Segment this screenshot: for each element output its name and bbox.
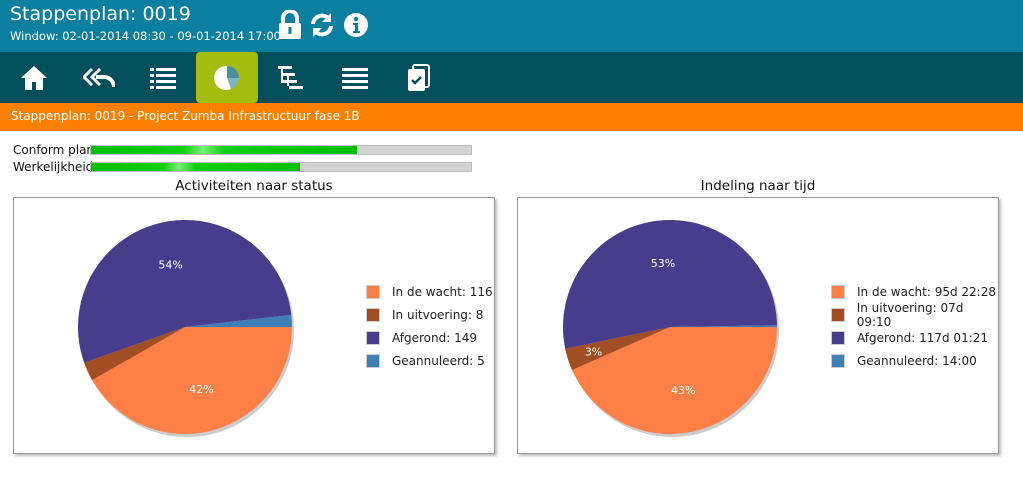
pie-slice-afgerond[interactable] (563, 220, 777, 349)
chart-panel-status: 42% 54% In de wacht: 116 In uitvoering: 8 A… (13, 197, 495, 454)
legend-swatch (366, 284, 380, 299)
legend-swatch (366, 307, 380, 322)
data-label: 53% (651, 257, 675, 270)
pie-slice-in-de-wacht[interactable] (92, 327, 293, 434)
legend-swatch (366, 330, 380, 345)
legend-label: In uitvoering: 07d 09:10 (856, 300, 964, 329)
menu-icon (342, 67, 368, 89)
legend-label: Geannuleerd: 5 (392, 353, 485, 368)
progress-label: Conform plan (13, 143, 95, 157)
legend-label: Afgerond: 117d 01:21 (857, 330, 989, 345)
legend-item: In uitvoering: 8 (366, 303, 493, 326)
pie-chart: 42% 54% (78, 219, 294, 437)
nav-checklist[interactable] (388, 52, 450, 103)
refresh-icon[interactable] (308, 10, 336, 40)
pie-slice-in-de-wacht[interactable] (572, 327, 777, 434)
chart-panel-time: 43% 3% 53% In de wacht: 95d 22:28 In uitvoe… (517, 197, 999, 454)
legend-item: Afgerond: 117d 01:21 (831, 326, 998, 349)
progress-werkelijkheid (90, 162, 472, 172)
nav-toolbar (0, 52, 1023, 103)
nav-tree[interactable] (260, 52, 322, 103)
legend-label: Afgerond: 149 (392, 330, 478, 345)
legend-item: In de wacht: 95d 22:28 (831, 280, 998, 303)
info-icon[interactable] (342, 10, 370, 40)
nav-home[interactable] (3, 52, 65, 103)
checklist-icon (408, 63, 430, 91)
pie-slice-in-uitvoering[interactable] (84, 327, 185, 381)
chart-title: Activiteiten naar status (175, 178, 333, 194)
pie-slice-geannuleerd[interactable] (670, 325, 777, 327)
list-icon (150, 67, 176, 89)
data-label: 3% (585, 345, 602, 358)
nav-back[interactable] (68, 52, 130, 103)
breadcrumb: Stappenplan: 0019 - Project Zumba Infras… (0, 103, 1023, 131)
pie-chart-icon (214, 65, 239, 90)
pie-slice-geannuleerd[interactable] (185, 314, 292, 327)
legend-item: In de wacht: 116 (366, 280, 493, 303)
chart-title: Indeling naar tijd (700, 178, 816, 194)
legend-label: In de wacht: 95d 22:28 (857, 284, 996, 299)
legend: In de wacht: 95d 22:28 In uitvoering: 07d… (831, 280, 998, 372)
header: Stappenplan: 0019 Window: 02-01-2014 08:… (0, 0, 1023, 52)
nav-charts[interactable] (196, 52, 258, 103)
legend-swatch (831, 330, 845, 345)
home-icon (21, 65, 47, 90)
page-title: Stappenplan: 0019 (10, 3, 191, 25)
data-label: 43% (671, 384, 695, 397)
legend: In de wacht: 116 In uitvoering: 8 Afgerond… (366, 280, 493, 372)
lock-icon[interactable] (278, 10, 302, 40)
window-range: Window: 02-01-2014 08:30 - 09-01-2014 17… (10, 29, 281, 43)
back-icon (83, 67, 115, 87)
legend-item: Geannuleerd: 5 (366, 349, 493, 372)
legend-item: Geannuleerd: 14:00 (831, 349, 998, 372)
pie-slice-afgerond[interactable] (78, 219, 292, 363)
legend-label: Geannuleerd: 14:00 (857, 353, 977, 368)
legend-label: In de wacht: 116 (392, 284, 493, 299)
data-label: 54% (158, 258, 182, 271)
nav-menu[interactable] (324, 52, 386, 103)
data-label: 42% (189, 383, 213, 396)
pie-chart: 43% 3% 53% (563, 220, 779, 437)
progress-conform-plan (90, 145, 472, 155)
legend-item: Afgerond: 149 (366, 326, 493, 349)
nav-list[interactable] (132, 52, 194, 103)
tree-icon (278, 65, 303, 89)
legend-item: In uitvoering: 07d 09:10 (831, 300, 998, 329)
legend-swatch (831, 353, 845, 368)
legend-swatch (831, 307, 845, 322)
progress-label: Werkelijkheid (13, 160, 94, 174)
legend-label: In uitvoering: 8 (392, 307, 484, 322)
legend-swatch (366, 353, 380, 368)
pie-slice-in-uitvoering[interactable] (565, 327, 670, 370)
legend-swatch (831, 284, 845, 299)
